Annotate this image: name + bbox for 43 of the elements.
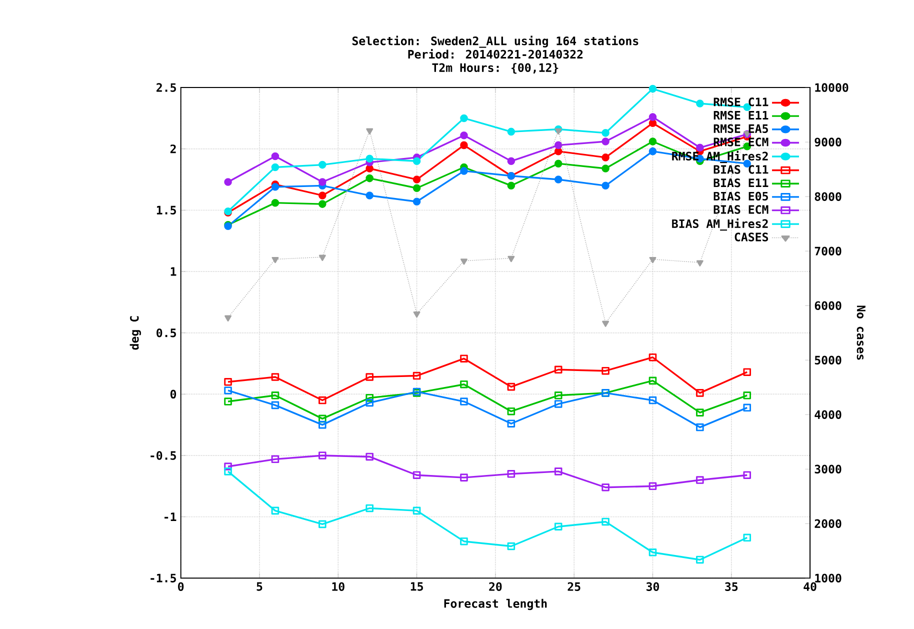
- y2-axis-title: No cases: [856, 306, 866, 360]
- y2-tick-label: 10000: [815, 83, 848, 92]
- y-tick-label: -1.5: [150, 574, 176, 582]
- x-tick-label: 0: [178, 582, 184, 591]
- chart-title: Selection: Sweden2_ALL using 164 stations: [352, 36, 638, 48]
- legend-label: BIAS AM_Hires2: [672, 218, 768, 231]
- x-tick-label: 15: [410, 582, 423, 591]
- y2-tick-label: 1000: [815, 574, 842, 582]
- y-tick-label: 0: [170, 390, 176, 398]
- x-tick-label: 5: [256, 582, 262, 591]
- y2-tick-label: 2000: [814, 519, 842, 528]
- legend-label: BIAS C11: [714, 165, 768, 174]
- y-tick-label: 2.5: [156, 83, 176, 92]
- y2-tick-label: 8000: [814, 192, 842, 201]
- x-tick-label: 10: [332, 582, 344, 591]
- y-tick-label: -0.5: [150, 451, 176, 460]
- y2-tick-label: 4000: [814, 410, 842, 419]
- x-tick-label: 40: [804, 582, 816, 591]
- x-tick-label: 20: [489, 582, 502, 591]
- legend-label: BIAS ECM: [714, 205, 768, 214]
- legend-label: CASES: [734, 232, 768, 242]
- legend-label: RMSE C11: [714, 97, 768, 106]
- y-tick-label: 1.5: [156, 206, 176, 214]
- y-tick-label: 0.5: [156, 328, 176, 338]
- y2-tick-label: 9000: [814, 138, 842, 146]
- y-tick-label: 2: [170, 144, 176, 154]
- x-tick-label: 25: [568, 582, 580, 591]
- legend-label: RMSE E11: [714, 110, 768, 120]
- y2-tick-label: 3000: [814, 464, 842, 474]
- y2-tick-label: 6000: [814, 301, 842, 310]
- y2-tick-label: 5000: [814, 356, 842, 364]
- y-axis-title: deg C: [130, 316, 141, 350]
- legend-label: RMSE EA5: [714, 124, 768, 133]
- text: T2m Hours: {00,12}: [432, 62, 558, 74]
- chart-subtitle: Period: 20140221-20140322: [408, 48, 583, 59]
- legend-label: BIAS E11: [714, 178, 768, 188]
- legend-label: BIAS E05: [714, 192, 768, 200]
- y-tick-label: -1: [164, 512, 176, 521]
- x-tick-label: 35: [725, 582, 738, 591]
- x-axis-title: Forecast length: [444, 598, 547, 610]
- y2-tick-label: 7000: [814, 246, 842, 256]
- y-tick-label: 1: [170, 267, 176, 276]
- x-tick-label: 30: [646, 582, 659, 591]
